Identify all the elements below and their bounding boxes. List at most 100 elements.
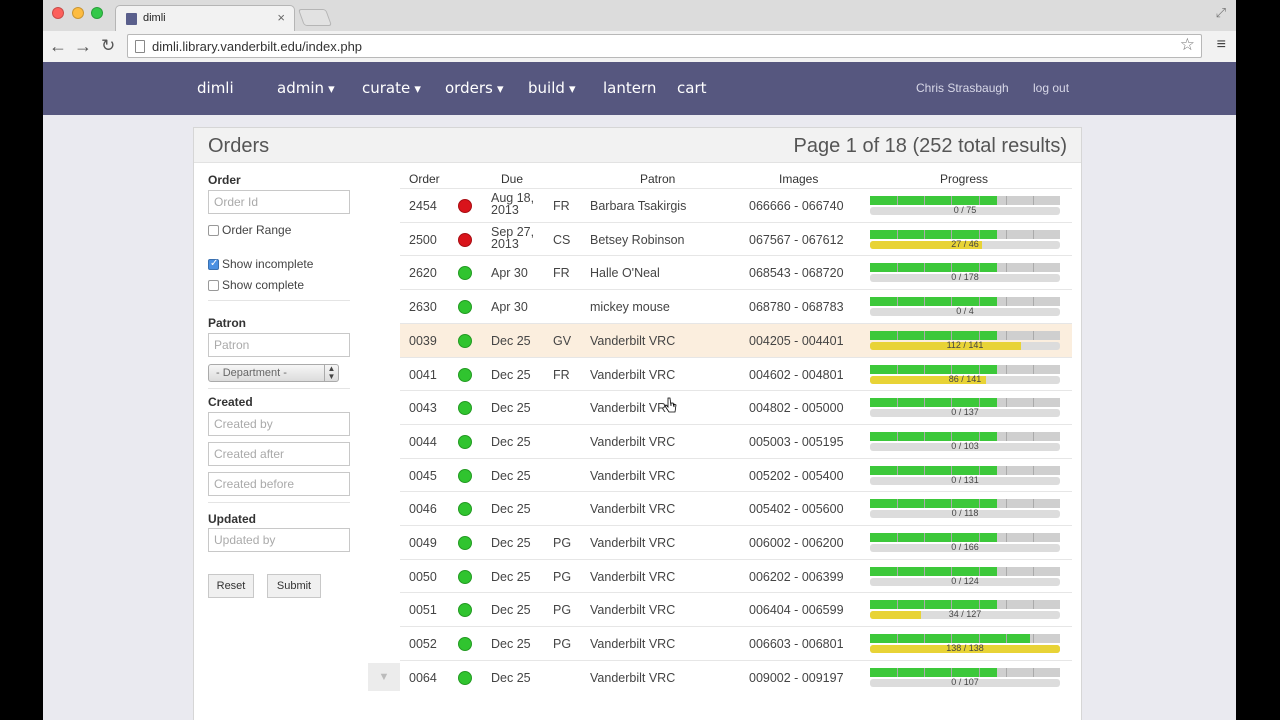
stage-tick — [1033, 566, 1034, 576]
browser-tab[interactable]: dimli × — [115, 5, 295, 31]
progress-widget: 0 / 107 — [870, 667, 1060, 688]
stage-progress-bar — [870, 465, 1060, 475]
stage-progress-fill — [870, 431, 997, 441]
table-row[interactable]: 0051 Dec 25 PG Vanderbilt VRC 006404 - 00659… — [400, 592, 1072, 626]
order-id[interactable]: 0043 — [409, 401, 437, 416]
table-row[interactable]: 0046 Dec 25 Vanderbilt VRC 005402 - 005600 0… — [400, 491, 1072, 525]
stage-tick — [979, 634, 980, 644]
submit-button[interactable]: Submit — [267, 574, 321, 598]
order-id[interactable]: 0049 — [409, 536, 437, 550]
reload-icon[interactable]: ↻ — [101, 36, 116, 55]
nav-orders[interactable]: orders — [445, 79, 503, 97]
nav-build[interactable]: build — [528, 79, 576, 97]
image-progress-fill — [870, 341, 1021, 350]
due-date: Dec 25 — [491, 434, 531, 449]
order-id[interactable]: 0039 — [409, 333, 437, 348]
image-range: 067567 - 067612 — [749, 232, 844, 247]
order-id[interactable]: 2500 — [409, 232, 437, 247]
address-bar[interactable]: dimli.library.vanderbilt.edu/index.php ☆ — [127, 34, 1202, 58]
updated-by-input[interactable] — [208, 528, 350, 552]
order-id[interactable]: 0050 — [409, 569, 437, 584]
stage-tick — [1033, 364, 1034, 374]
nav-admin[interactable]: admin — [277, 79, 335, 97]
bookmark-star-icon[interactable]: ☆ — [1179, 35, 1195, 54]
show-complete-box[interactable] — [208, 279, 219, 291]
column-header-images[interactable]: Images — [779, 172, 819, 186]
image-range: 006404 - 006599 — [749, 603, 844, 618]
tab-close-icon[interactable]: × — [277, 10, 285, 25]
stage-tick — [897, 600, 898, 610]
column-header-progress[interactable]: Progress — [940, 172, 989, 186]
table-row[interactable]: 0045 Dec 25 Vanderbilt VRC 005202 - 005400 0… — [400, 457, 1072, 492]
column-header-due[interactable]: Due — [501, 172, 524, 186]
table-row[interactable]: 0043 Dec 25 Vanderbilt VRC 004802 - 005000 0… — [400, 390, 1072, 424]
stage-tick — [897, 465, 898, 475]
brand-link[interactable]: dimli — [197, 79, 234, 97]
order-id-input[interactable] — [208, 190, 350, 214]
nav-lantern[interactable]: lantern — [603, 79, 657, 97]
column-header-order[interactable]: Order — [409, 172, 440, 186]
new-tab-button[interactable] — [297, 9, 333, 26]
order-id[interactable]: 0046 — [409, 502, 437, 517]
stage-progress-fill — [870, 330, 997, 340]
table-row[interactable]: 2620 Apr 30 FR Halle O'Neal 068543 - 068720 0… — [400, 255, 1072, 289]
order-id[interactable]: 2620 — [409, 266, 437, 281]
table-row[interactable]: 0064 Dec 25 Vanderbilt VRC 009002 - 009197 0… — [400, 659, 1072, 694]
nav-cart[interactable]: cart — [677, 79, 707, 97]
forward-icon[interactable]: → — [74, 36, 92, 56]
order-id[interactable]: 0064 — [409, 670, 437, 685]
back-icon[interactable]: ← — [49, 36, 67, 56]
department-select[interactable]: - Department - ▲ ▼ — [208, 364, 339, 382]
patron-input[interactable] — [208, 333, 350, 357]
order-id[interactable]: 0051 — [409, 603, 437, 618]
table-row[interactable]: 0044 Dec 25 Vanderbilt VRC 005003 - 005195 0… — [400, 423, 1072, 458]
order-id[interactable]: 0045 — [409, 468, 437, 483]
url-text[interactable]: dimli.library.vanderbilt.edu/index.php — [152, 39, 363, 54]
order-id[interactable]: 2630 — [409, 300, 437, 315]
fullscreen-icon[interactable]: ⤢ — [1215, 5, 1226, 20]
table-row[interactable]: 0041 Dec 25 FR Vanderbilt VRC 004602 - 00480… — [400, 356, 1072, 391]
nav-curate[interactable]: curate — [362, 79, 421, 97]
show-incomplete-checkbox[interactable]: Show incomplete — [208, 257, 313, 271]
logout-link[interactable]: log out — [1033, 81, 1070, 95]
close-window-button[interactable] — [52, 7, 64, 19]
created-by-input[interactable] — [208, 412, 350, 436]
table-row[interactable]: 0050 Dec 25 PG Vanderbilt VRC 006202 - 00639… — [400, 558, 1072, 593]
order-range-box[interactable] — [208, 224, 219, 236]
column-header-patron[interactable]: Patron — [640, 172, 676, 186]
reset-button[interactable]: Reset — [208, 574, 254, 598]
stage-tick — [979, 330, 980, 340]
order-id[interactable]: 0052 — [409, 637, 437, 652]
table-row[interactable]: 0049 Dec 25 PG Vanderbilt VRC 006002 - 00620… — [400, 525, 1072, 559]
due-date: Aug 18, 2013 — [491, 192, 534, 217]
table-row[interactable]: 0052 Dec 25 PG Vanderbilt VRC 006603 - 00680… — [400, 626, 1072, 660]
order-id[interactable]: 2454 — [409, 199, 437, 213]
scroll-down-button[interactable]: ▼ — [368, 663, 400, 691]
table-row[interactable]: 2454 Aug 18, 2013 FR Barbara Tsakirgis 066666… — [400, 188, 1072, 222]
progress-label: 138 / 138 — [946, 643, 984, 654]
stage-tick — [924, 229, 925, 239]
order-range-checkbox[interactable]: Order Range — [208, 223, 291, 237]
stage-tick — [897, 566, 898, 576]
table-row[interactable]: 2500 Sep 27, 2013 CS Betsey Robinson 067567 -… — [400, 221, 1072, 256]
user-name-link[interactable]: Chris Strasbaugh — [916, 81, 1009, 95]
stage-tick — [924, 533, 925, 542]
created-after-input[interactable] — [208, 442, 350, 466]
order-id[interactable]: 0044 — [409, 434, 437, 449]
table-row[interactable]: 2630 Apr 30 mickey mouse 068780 - 068783 0 /… — [400, 289, 1072, 323]
order-id[interactable]: 0041 — [409, 367, 437, 382]
order-range-label: Order Range — [222, 223, 292, 237]
minimize-window-button[interactable] — [72, 7, 84, 19]
stage-progress-bar — [870, 431, 1060, 441]
panel-header: Orders Page 1 of 18 (252 total results) — [194, 128, 1081, 163]
stage-progress-bar — [870, 398, 1060, 408]
browser-menu-icon[interactable]: ≡ — [1216, 36, 1226, 53]
show-complete-checkbox[interactable]: Show complete — [208, 278, 304, 292]
stage-tick — [1033, 600, 1034, 610]
department-select-value: - Department - — [216, 367, 287, 379]
created-before-input[interactable] — [208, 472, 350, 496]
table-row[interactable]: 0039 Dec 25 GV Vanderbilt VRC 004205 - 00440… — [400, 322, 1072, 357]
show-incomplete-box[interactable] — [208, 258, 219, 270]
progress-label: 0 / 137 — [951, 407, 979, 418]
zoom-window-button[interactable] — [91, 7, 103, 19]
